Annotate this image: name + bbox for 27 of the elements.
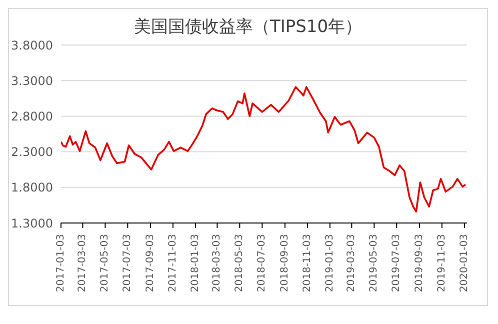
x-tick-label: 2019-03-03	[346, 234, 358, 292]
x-tick-label: 2018-03-03	[212, 234, 223, 292]
x-tick-label: 2017-05-03	[100, 234, 111, 292]
x-tick-label: 2017-09-03	[145, 234, 156, 292]
x-tick-label: 2017-03-03	[77, 234, 88, 292]
x-tick-label: 2017-11-03	[168, 234, 178, 292]
x-tick-label: 2019-05-03	[368, 234, 380, 292]
x-tick-label: 2018-05-03	[234, 234, 246, 292]
x-tick-label: 2020-01-03	[458, 234, 470, 292]
x-tick-label: 2019-01-03	[324, 234, 336, 292]
x-tick-label: 2018-01-03	[190, 234, 201, 292]
x-tick-label: 2018-11-03	[302, 234, 313, 292]
y-tick-label: 1.8000	[11, 180, 53, 195]
y-tick-label: 2.8000	[11, 109, 53, 124]
x-tick-label: 2019-07-03	[391, 234, 402, 292]
x-tick-label: 2017-07-03	[122, 234, 134, 292]
x-tick-label: 2019-11-03	[436, 234, 448, 292]
x-tick-label: 2018-09-03	[280, 234, 290, 292]
x-tick-label: 2017-01-03	[56, 234, 66, 292]
x-tick-label: 2019-09-03	[414, 234, 425, 292]
x-tick-label: 2018-07-03	[256, 234, 268, 292]
y-tick-label: 3.3000	[11, 74, 53, 88]
chart-title: 美国国债收益率（TIPS10年）	[132, 16, 364, 39]
y-tick-label: 3.8000	[11, 38, 53, 52]
y-tick-label: 2.3000	[11, 145, 53, 160]
y-tick-label: 1.3000	[11, 216, 53, 230]
line-series	[61, 86, 466, 213]
